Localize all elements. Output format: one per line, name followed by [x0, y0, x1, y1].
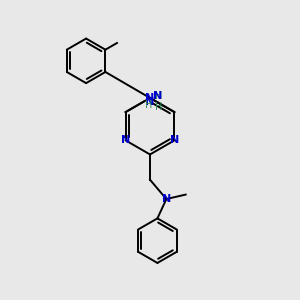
Text: N: N	[121, 135, 130, 145]
Text: H: H	[155, 102, 163, 112]
Text: H: H	[145, 100, 152, 110]
Text: N: N	[146, 93, 154, 103]
Text: N: N	[145, 97, 154, 107]
Text: N: N	[170, 135, 179, 145]
Text: N: N	[162, 194, 171, 204]
Text: H: H	[155, 92, 163, 101]
Text: N: N	[153, 91, 162, 101]
